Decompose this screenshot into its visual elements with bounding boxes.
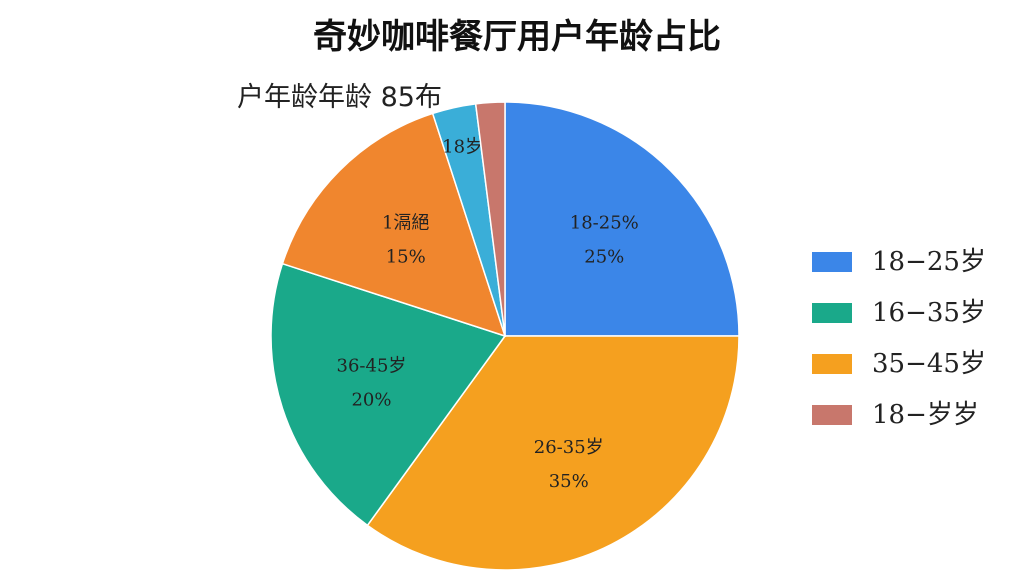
legend-label: 18−岁岁	[872, 400, 979, 430]
slice-value-label: 20%	[351, 389, 391, 410]
legend-swatch	[812, 354, 852, 374]
legend-swatch	[812, 303, 852, 323]
slice-label: 18岁	[442, 136, 483, 157]
slice-label: 1滆絕	[382, 213, 429, 234]
chart-subtitle: 户年龄年龄 85布	[237, 82, 442, 113]
legend-label: 35−45岁	[872, 349, 986, 379]
slice-label: 36-45岁	[337, 355, 407, 376]
slice-label: 18-25%	[570, 213, 639, 234]
legend-swatch	[812, 405, 852, 425]
pie-slice	[474, 101, 506, 337]
legend-swatch	[812, 252, 852, 272]
legend-label: 18−25岁	[872, 247, 986, 277]
pie-slice	[270, 262, 507, 527]
slice-label: 26-35岁	[534, 437, 604, 458]
legend-label: 16−35岁	[872, 298, 986, 328]
pie-slice	[504, 101, 740, 337]
pie-slice	[366, 335, 740, 571]
slice-value-label: 35%	[549, 471, 589, 492]
slice-value-label: 25%	[584, 247, 624, 268]
slice-value-label: 15%	[386, 247, 426, 268]
chart-title: 奇妙咖啡餐厅用户年龄占比	[313, 17, 721, 57]
pie-slice	[281, 112, 507, 338]
